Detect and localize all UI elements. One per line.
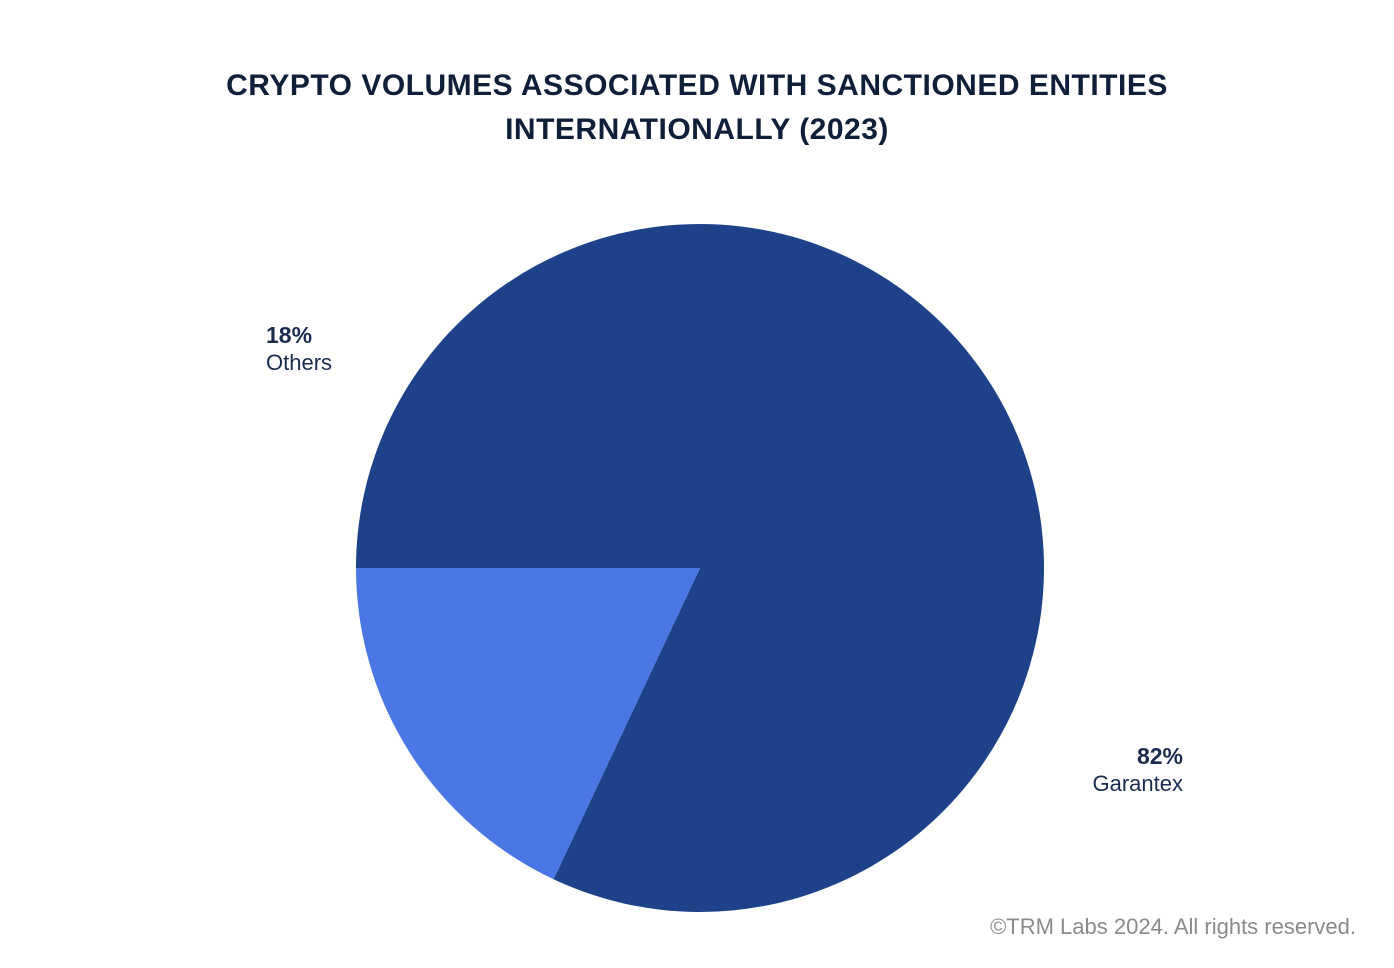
slice-label-others: 18% Others	[266, 322, 332, 375]
slice-percent-garantex: 82%	[1137, 743, 1183, 769]
copyright-notice: ©TRM Labs 2024. All rights reserved.	[990, 914, 1356, 939]
chart-title-line-2: INTERNATIONALLY (2023)	[505, 113, 889, 146]
slice-name-garantex: Garantex	[1093, 771, 1184, 796]
slice-label-garantex: 82% Garantex	[1093, 743, 1184, 796]
chart-title: CRYPTO VOLUMES ASSOCIATED WITH SANCTIONE…	[0, 64, 1394, 152]
slice-percent-others: 18%	[266, 322, 312, 348]
pie-slice-others	[356, 568, 700, 880]
slice-name-others: Others	[266, 350, 332, 375]
chart-title-line-1: CRYPTO VOLUMES ASSOCIATED WITH SANCTIONE…	[226, 69, 1168, 102]
pie-slices	[356, 224, 1044, 912]
